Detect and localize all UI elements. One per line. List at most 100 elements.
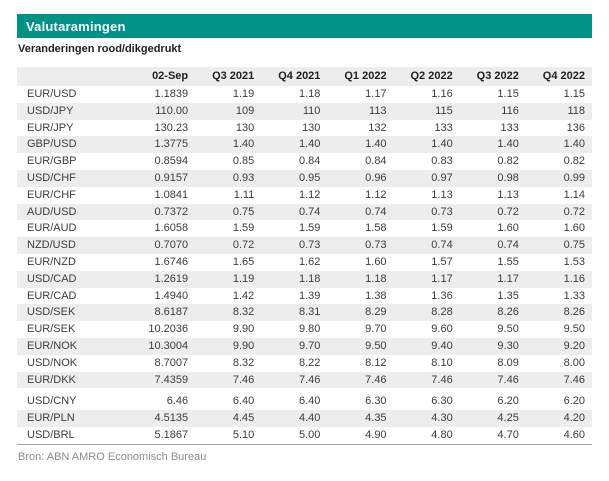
forecast-value: 113: [369, 104, 387, 117]
forecast-value: 1.19: [232, 272, 255, 285]
forecast-value: 8.22: [299, 356, 321, 369]
table-row: EUR/JPY 130.23 130 130 132 133 133 136: [17, 120, 592, 137]
column-header-spot: 02-Sep: [129, 67, 196, 86]
forecast-value: 1.59: [232, 222, 255, 235]
forecast-value: 0.74: [299, 205, 321, 218]
forecast-value: 0.74: [365, 205, 387, 218]
forecast-value: 0.73: [365, 239, 387, 252]
forecast-value: 1.6746: [154, 255, 189, 268]
currency-pair-label: EUR/USD: [27, 88, 77, 100]
forecast-value: 1.4940: [154, 289, 189, 302]
forecast-value: 9.90: [232, 339, 255, 352]
forecast-value: 1.65: [232, 255, 255, 268]
forecast-value: 5.10: [232, 428, 255, 441]
forecast-value: 0.96: [365, 171, 387, 184]
forecast-value: 7.46: [431, 373, 453, 386]
forecast-value: 1.1839: [154, 88, 189, 100]
forecast-value: 1.35: [497, 289, 519, 302]
forecast-value: 1.40: [497, 138, 519, 151]
forecast-value: 1.58: [365, 222, 387, 235]
forecast-value: 1.0841: [154, 188, 189, 201]
table-row: GBP/USD 1.3775 1.40 1.40 1.40 1.40 1.40 1.40: [17, 136, 592, 154]
forecast-value: 1.12: [365, 188, 387, 201]
table-row: USD/NOK 8.7007 8.32 8.22 8.12 8.10 8.09 8.00: [17, 355, 592, 372]
column-header-q4-2021: Q4 2021: [261, 67, 328, 86]
table-row: EUR/PLN 4.5135 4.45 4.40 4.35 4.30 4.25 4.20: [17, 410, 592, 427]
forecast-value: 1.62: [299, 255, 321, 268]
forecast-value: 5.1867: [154, 428, 189, 441]
currency-pair-label: USD/BRL: [27, 428, 75, 441]
table-row: USD/SEK 8.6187 8.32 8.31 8.29 8.28 8.26 8.26: [17, 304, 592, 322]
forecast-value: 8.28: [431, 306, 453, 319]
currency-pair-label: USD/CNY: [27, 395, 77, 408]
forecast-value: 7.46: [497, 373, 519, 386]
forecast-value: 1.19: [232, 88, 255, 100]
forecast-value: 9.50: [563, 323, 585, 336]
column-header-q4-2022: Q4 2022: [525, 67, 592, 86]
forecast-value: 0.97: [431, 171, 453, 184]
forecast-value: 1.17: [365, 88, 387, 100]
forecast-value: 0.7372: [154, 205, 189, 218]
forecast-value: 1.3775: [154, 138, 189, 151]
forecast-value: 1.12: [299, 188, 321, 201]
forecast-value: 8.26: [563, 306, 585, 319]
currency-pair-label: EUR/GBP: [27, 155, 77, 168]
currency-pair-label: USD/CHF: [27, 171, 76, 184]
forecast-value: 6.40: [232, 395, 255, 408]
forecast-value: 1.57: [431, 255, 453, 268]
forecast-value: 0.84: [299, 155, 321, 168]
forecast-value: 10.2036: [148, 323, 189, 336]
forecast-value: 0.75: [563, 239, 585, 252]
forecast-value: 1.15: [563, 88, 585, 100]
table-row: AUD/USD 0.7372 0.75 0.74 0.74 0.73 0.72 0.72: [17, 203, 592, 221]
forecast-value: 132: [368, 121, 387, 134]
currency-pair-label: EUR/NZD: [27, 255, 76, 268]
forecast-value: 0.93: [232, 171, 255, 184]
table-row: NZD/USD 0.7070 0.72 0.73 0.73 0.74 0.74 0.75: [17, 237, 592, 254]
forecast-value: 1.40: [431, 138, 453, 151]
forecast-value: 1.36: [431, 289, 453, 302]
forecast-value: 8.09: [497, 356, 519, 369]
forecast-value: 4.80: [431, 428, 453, 441]
column-header-q3-2021: Q3 2021: [195, 67, 262, 86]
forecast-value: 1.16: [431, 88, 453, 100]
table-row: USD/CHF 0.9157 0.93 0.95 0.96 0.97 0.98 0.99: [17, 169, 592, 187]
forecast-value: 9.20: [563, 339, 585, 352]
forecast-value: 4.70: [497, 428, 519, 441]
forecast-value: 4.25: [497, 412, 519, 425]
currency-pair-label: EUR/JPY: [27, 121, 74, 134]
forecast-value: 6.20: [563, 395, 585, 408]
forecast-value: 1.17: [497, 272, 519, 285]
forecast-value: 6.20: [497, 395, 519, 408]
forecast-value: 1.13: [431, 188, 453, 201]
currency-pair-label: AUD/USD: [27, 205, 77, 218]
forecast-value: 110.00: [155, 104, 189, 117]
forecast-value: 1.40: [365, 138, 387, 151]
forecast-value: 0.84: [365, 155, 387, 168]
table-row: EUR/DKK 7.4359 7.46 7.46 7.46 7.46 7.46 7.46: [17, 371, 592, 389]
currency-pair-label: GBP/USD: [27, 138, 77, 151]
forecast-value: 6.30: [431, 395, 453, 408]
forecast-value: 1.40: [563, 138, 585, 151]
forecast-value: 1.53: [563, 255, 585, 268]
fx-forecast-table: 02-Sep Q3 2021 Q4 2021 Q1 2022 Q2 2022 Q…: [17, 67, 592, 445]
forecast-value: 1.18: [299, 88, 321, 100]
column-header-q3-2022: Q3 2022: [459, 67, 526, 86]
table-row: USD/CAD 1.2619 1.19 1.18 1.18 1.17 1.17 1.16: [17, 270, 592, 288]
forecast-value: 8.7007: [154, 356, 189, 369]
forecast-value: 7.46: [563, 373, 585, 386]
forecast-value: 1.42: [232, 289, 255, 302]
currency-pair-label: USD/JPY: [27, 104, 74, 117]
forecast-value: 1.13: [497, 188, 519, 201]
forecast-value: 7.46: [232, 373, 255, 386]
forecast-value: 0.73: [299, 239, 321, 252]
forecast-value: 4.45: [232, 412, 255, 425]
table-row: EUR/SEK 10.2036 9.90 9.80 9.70 9.60 9.50 9.50: [17, 321, 592, 338]
forecast-value: 1.33: [563, 289, 585, 302]
forecast-value: 9.50: [365, 339, 387, 352]
forecast-value: 1.18: [299, 272, 321, 285]
forecast-value: 130: [302, 121, 321, 134]
forecast-value: 110: [302, 104, 321, 117]
forecast-value: 9.60: [431, 323, 453, 336]
